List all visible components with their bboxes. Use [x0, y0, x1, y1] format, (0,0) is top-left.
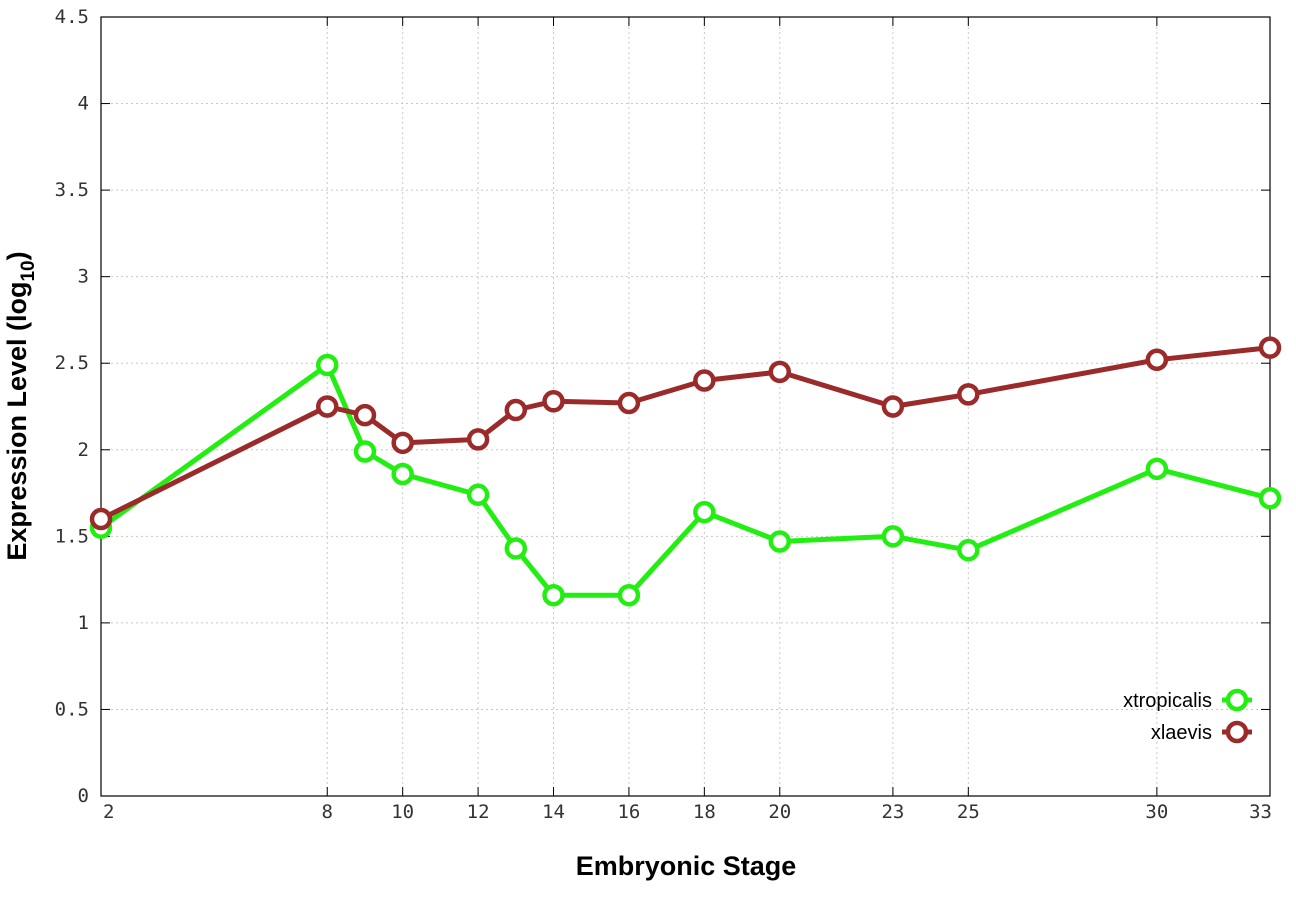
data-point-xtropicalis	[693, 500, 716, 524]
series-line-xtropicalis	[98, 362, 1273, 598]
legend-swatch-marker	[1225, 720, 1249, 744]
data-point-xlaevis	[316, 395, 339, 418]
y-tick-label: 4	[78, 93, 89, 115]
x-tick-label: 14	[542, 801, 565, 823]
series-xlaevis	[89, 336, 1282, 531]
data-point-xlaevis	[89, 507, 113, 531]
x-tick-label: 23	[881, 801, 904, 823]
data-point-xtropicalis	[957, 538, 980, 562]
data-point-xlaevis	[617, 391, 641, 415]
y-axis-title-subscript: 10	[18, 260, 39, 281]
y-tick-label: 0.5	[55, 698, 89, 720]
x-tick-label: 18	[693, 801, 716, 823]
y-tick-label: 3	[78, 266, 89, 288]
legend-swatch-marker	[1225, 688, 1249, 712]
y-tick-label: 1	[78, 612, 89, 634]
y-axis-title-close: )	[2, 251, 32, 260]
data-point-xlaevis	[1258, 336, 1282, 359]
data-point-xlaevis	[957, 383, 980, 406]
legend-item-xlaevis: xlaevis	[1151, 720, 1252, 744]
x-tick-label: 30	[1145, 801, 1168, 823]
data-point-xlaevis	[353, 403, 377, 427]
x-tick-label: 33	[1249, 801, 1272, 823]
legend-label: xtropicalis	[1123, 690, 1212, 712]
y-axis-title: Expression Level (log10)	[2, 251, 39, 560]
y-axis-title-main: Expression Level (log	[2, 282, 32, 561]
grid	[101, 17, 1270, 796]
data-point-xtropicalis	[504, 537, 528, 560]
data-point-xtropicalis	[391, 462, 414, 486]
data-point-xtropicalis	[316, 353, 339, 377]
x-tick-label: 10	[391, 801, 414, 823]
data-point-xlaevis	[466, 428, 490, 451]
data-point-xlaevis	[1145, 348, 1169, 372]
data-point-xlaevis	[542, 390, 565, 413]
legend: xtropicalis xlaevis	[1123, 688, 1252, 744]
data-point-xlaevis	[391, 431, 414, 455]
y-tick-label: 3.5	[55, 179, 89, 201]
x-tick-label: 8	[322, 801, 333, 823]
y-tick-label: 2.5	[55, 352, 89, 374]
y-tick-label: 4.5	[55, 6, 89, 28]
data-point-xtropicalis	[466, 483, 490, 507]
data-point-xtropicalis	[1258, 486, 1282, 510]
data-point-xlaevis	[504, 398, 528, 422]
data-point-xlaevis	[881, 395, 905, 418]
data-point-xtropicalis	[617, 583, 641, 607]
series-xtropicalis	[89, 353, 1282, 607]
x-tick-label: 12	[467, 801, 490, 823]
data-point-xtropicalis	[1145, 457, 1169, 481]
data-point-xlaevis	[768, 360, 792, 384]
legend-label: xlaevis	[1151, 722, 1212, 744]
data-point-xlaevis	[693, 369, 716, 392]
y-tick-label: 2	[78, 439, 89, 461]
y-tick-label: 0	[78, 785, 89, 807]
data-point-xtropicalis	[768, 530, 792, 553]
x-tick-label: 16	[617, 801, 640, 823]
series-group	[89, 336, 1282, 607]
data-point-xtropicalis	[353, 440, 377, 463]
axis-ticks: 0 0.5 1 1.5 2 2.5 3 3.5 4 4.5 2 8 10 12 14 16 18 20 23 25 30…	[55, 6, 1272, 823]
data-point-xtropicalis	[881, 525, 905, 548]
x-tick-label: 25	[957, 801, 980, 823]
data-point-xtropicalis	[542, 583, 565, 607]
legend-item-xtropicalis: xtropicalis	[1123, 688, 1252, 712]
x-axis-title: Embryonic Stage	[576, 851, 797, 881]
x-tick-label: 20	[768, 801, 791, 823]
plot-frame	[100, 16, 1271, 797]
x-tick-label: 2	[103, 801, 114, 823]
y-tick-label: 1.5	[55, 525, 89, 547]
